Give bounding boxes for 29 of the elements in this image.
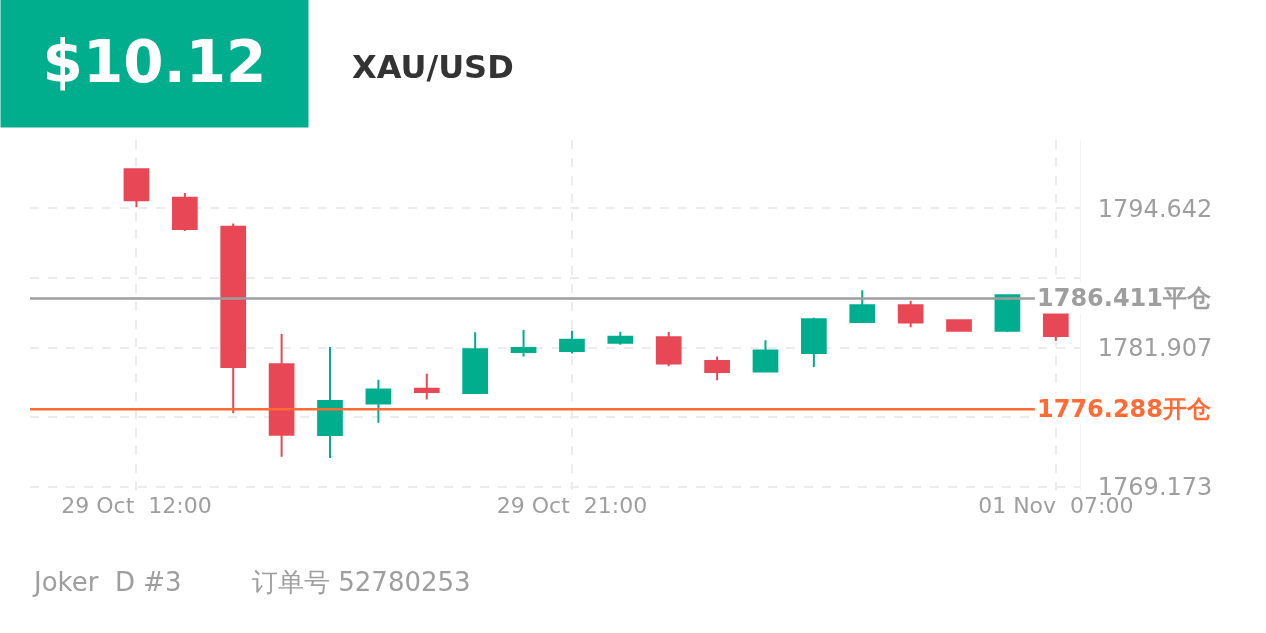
candlestick [268,333,295,458]
candlestick [171,191,198,232]
y-tick-label: 1794.642 [1097,194,1213,223]
text: Joker D #3 [32,567,182,597]
candlestick [704,355,730,382]
ref-line-label: 1786.411平仓 [1037,284,1213,312]
candlestick [801,316,827,369]
candlestick [510,328,537,358]
chart-title: $10.12 [42,28,267,96]
x-tick-label: 29 Oct 21:00 [496,493,648,518]
candlestick [365,378,392,424]
candlestick [655,330,682,368]
candlestick [317,346,343,459]
x-tick-label: 29 Oct 12:00 [61,493,212,518]
candlestick [946,319,972,332]
chart-subtitle: XAU/USD [352,48,514,86]
candlestick [897,299,924,329]
candlestick [123,167,150,209]
candlestick [413,372,440,401]
candlestick [849,289,876,323]
text: 订单号 52780253 [252,567,471,597]
candlestick [462,331,489,394]
candlestick [752,339,779,373]
candlestick [1042,312,1069,342]
candlestick [220,222,247,414]
ref-line-label: 1776.288开仓 [1037,395,1213,423]
y-tick-label: 1781.907 [1097,334,1213,363]
candlestick [559,329,585,355]
candlestick [607,330,634,346]
